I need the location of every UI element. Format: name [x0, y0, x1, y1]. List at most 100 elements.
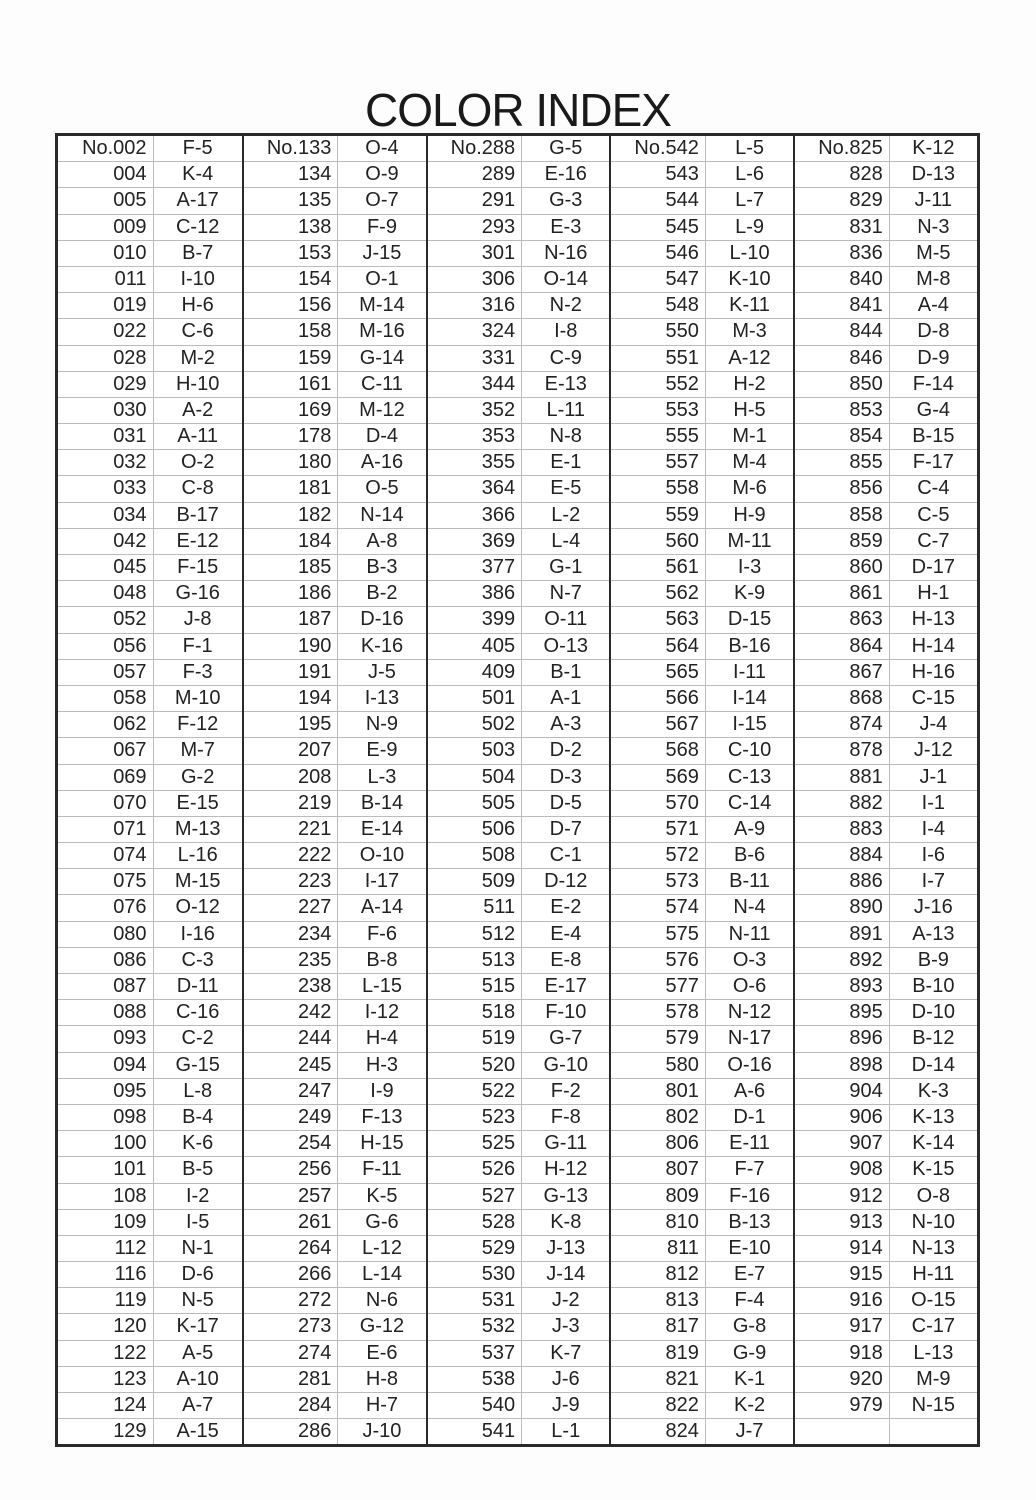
- color-number: 895: [795, 1000, 890, 1026]
- table-row: 119 N-5: [58, 1287, 242, 1314]
- color-code: L-14: [361, 1263, 402, 1286]
- table-row: 075 M-15: [58, 868, 242, 895]
- color-number: 181: [244, 476, 339, 502]
- color-number: 080: [58, 921, 154, 947]
- color-code: F-7: [734, 1158, 765, 1181]
- color-code: I-11: [733, 660, 767, 683]
- color-number: 512: [428, 921, 523, 947]
- color-number: 254: [244, 1131, 339, 1157]
- color-number: 100: [58, 1131, 154, 1157]
- column-group: No.133 O-4 134 O-9 135 O-7 138 F-9 153 J-15 154 O-1…: [241, 136, 426, 1445]
- table-row: 540 J-9: [427, 1392, 610, 1419]
- color-code: O-12: [175, 896, 220, 919]
- table-row: 502 A-3: [427, 711, 610, 738]
- color-code: G-15: [175, 1053, 220, 1076]
- color-number: 207: [244, 738, 339, 764]
- table-row: 906 K-13: [795, 1103, 977, 1131]
- color-code: D-10: [911, 1001, 956, 1024]
- table-row: 184 A-8: [243, 527, 426, 554]
- table-row: 071 M-13: [58, 815, 242, 843]
- color-code: C-2: [181, 1027, 214, 1050]
- color-number: 366: [428, 502, 523, 528]
- table-row: 011 I-10: [58, 265, 242, 293]
- color-code: I-5: [186, 1210, 210, 1233]
- color-code: D-16: [360, 608, 404, 631]
- color-number: 301: [428, 240, 523, 266]
- table-row: 508 C-1: [427, 842, 610, 869]
- color-number: 281: [244, 1366, 339, 1392]
- color-number: 116: [58, 1262, 154, 1288]
- color-number: 264: [244, 1235, 339, 1262]
- color-number: 112: [58, 1235, 154, 1262]
- table-row: 154 O-1: [243, 265, 426, 293]
- color-code: N-14: [360, 503, 404, 526]
- table-row: 541 L-1: [427, 1418, 610, 1445]
- table-row: 552 H-2: [611, 370, 794, 397]
- color-number: 547: [611, 266, 706, 293]
- color-number: 286: [244, 1419, 339, 1445]
- color-number: 057: [58, 659, 154, 685]
- table-row: 028 M-2: [58, 344, 242, 371]
- color-code: K-17: [176, 1315, 219, 1338]
- color-number: 208: [244, 764, 339, 790]
- color-code: F-13: [361, 1105, 403, 1128]
- color-number: 071: [58, 816, 154, 843]
- table-row: 048 G-16: [58, 580, 242, 607]
- table-row: 069 G-2: [58, 763, 242, 790]
- color-code: D-8: [917, 320, 950, 343]
- color-number: 518: [428, 1000, 523, 1026]
- color-number: 178: [244, 424, 339, 450]
- table-row: 364 E-5: [427, 475, 610, 502]
- color-number: 920: [795, 1366, 890, 1392]
- table-row: 550 M-3: [611, 318, 794, 345]
- color-code: O-8: [916, 1184, 951, 1207]
- color-code: K-12: [912, 137, 955, 159]
- color-number: 906: [795, 1104, 890, 1131]
- color-code: K-1: [733, 1367, 766, 1390]
- color-code: N-16: [544, 241, 588, 264]
- table-row: 221 E-14: [243, 815, 426, 843]
- color-code: M-15: [174, 870, 221, 893]
- color-number: 306: [428, 266, 523, 293]
- color-code: E-1: [550, 451, 582, 474]
- table-row: 227 A-14: [243, 894, 426, 921]
- color-code: H-5: [733, 398, 766, 421]
- color-number: 811: [611, 1235, 706, 1262]
- color-number: 580: [611, 1052, 706, 1078]
- color-code: H-11: [912, 1263, 955, 1286]
- color-number: 247: [244, 1078, 339, 1104]
- color-code: M-14: [359, 294, 405, 317]
- color-number: 010: [58, 240, 154, 266]
- color-code: F-10: [545, 1001, 587, 1024]
- table-row: 187 D-16: [243, 606, 426, 633]
- table-row: 120 K-17: [58, 1313, 242, 1340]
- table-row: 266 L-14: [243, 1261, 426, 1288]
- color-code: D-17: [911, 556, 956, 578]
- color-number: 266: [244, 1262, 339, 1288]
- color-number: 576: [611, 947, 706, 973]
- color-number: 182: [244, 502, 339, 528]
- table-row: 874 J-4: [795, 711, 977, 738]
- color-code: J-16: [913, 896, 953, 919]
- color-code: J-9: [551, 1394, 580, 1416]
- color-code: K-5: [366, 1184, 398, 1207]
- color-number: 119: [58, 1288, 154, 1314]
- color-number: 908: [795, 1157, 890, 1183]
- table-row: 547 K-10: [611, 265, 794, 293]
- color-number: 884: [795, 843, 890, 869]
- color-number: 525: [428, 1131, 523, 1157]
- color-number: 185: [244, 555, 339, 581]
- color-code: D-14: [911, 1053, 956, 1076]
- color-number: 045: [58, 555, 154, 581]
- color-code: J-3: [551, 1315, 580, 1338]
- color-code: E-3: [550, 215, 582, 238]
- color-code: E-15: [176, 791, 219, 814]
- color-number: 882: [795, 790, 890, 816]
- color-number: 067: [58, 738, 154, 764]
- color-number: 194: [244, 685, 339, 712]
- color-code: C-5: [917, 503, 950, 526]
- color-number: 005: [58, 188, 154, 214]
- color-number: 291: [428, 188, 523, 214]
- table-row: 501 A-1: [427, 684, 610, 712]
- table-row: 010 B-7: [58, 239, 242, 266]
